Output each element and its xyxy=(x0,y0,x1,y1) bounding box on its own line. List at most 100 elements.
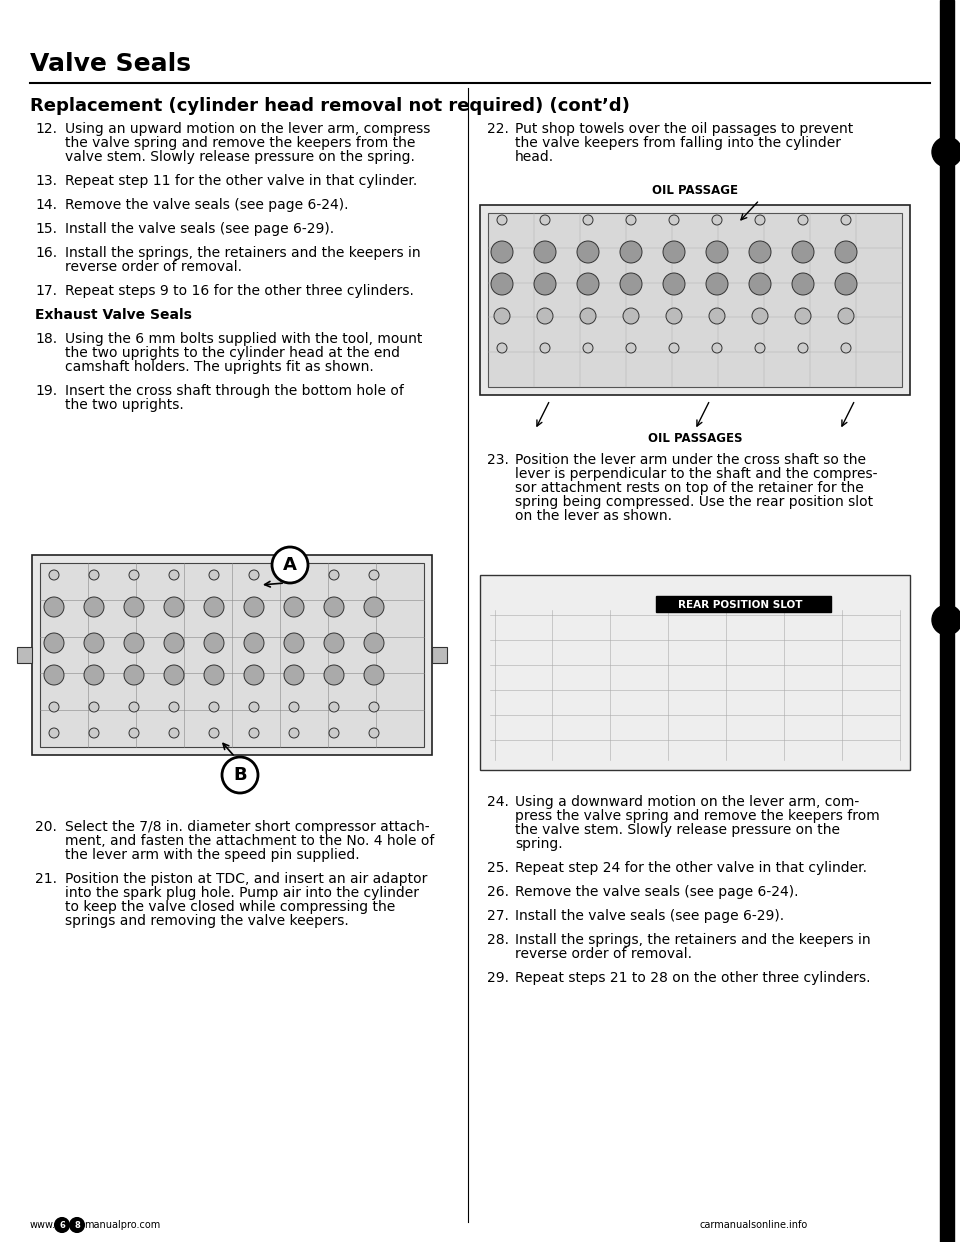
Circle shape xyxy=(932,137,960,166)
Text: camshaft holders. The uprights fit as shown.: camshaft holders. The uprights fit as sh… xyxy=(65,360,373,374)
Text: Remove the valve seals (see page 6-24).: Remove the valve seals (see page 6-24). xyxy=(515,886,799,899)
Circle shape xyxy=(49,702,59,712)
Text: Repeat steps 21 to 28 on the other three cylinders.: Repeat steps 21 to 28 on the other three… xyxy=(515,971,871,985)
Circle shape xyxy=(577,273,599,296)
Text: the two uprights to the cylinder head at the end: the two uprights to the cylinder head at… xyxy=(65,347,400,360)
Text: Using an upward motion on the lever arm, compress: Using an upward motion on the lever arm,… xyxy=(65,122,430,137)
Bar xyxy=(17,647,32,663)
Circle shape xyxy=(49,728,59,738)
Circle shape xyxy=(124,664,144,686)
Text: the valve keepers from falling into the cylinder: the valve keepers from falling into the … xyxy=(515,137,841,150)
Circle shape xyxy=(204,597,224,617)
Circle shape xyxy=(169,728,179,738)
Circle shape xyxy=(164,664,184,686)
Circle shape xyxy=(537,308,553,324)
Text: 8: 8 xyxy=(74,1221,80,1230)
Text: Replacement (cylinder head removal not required) (cont’d): Replacement (cylinder head removal not r… xyxy=(30,97,630,116)
Circle shape xyxy=(577,241,599,263)
Circle shape xyxy=(209,702,219,712)
Circle shape xyxy=(497,215,507,225)
Circle shape xyxy=(792,273,814,296)
Text: to keep the valve closed while compressing the: to keep the valve closed while compressi… xyxy=(65,900,396,914)
Text: 13.: 13. xyxy=(35,174,57,188)
Circle shape xyxy=(84,633,104,653)
Circle shape xyxy=(369,702,379,712)
Text: on the lever as shown.: on the lever as shown. xyxy=(515,509,672,523)
Text: ment, and fasten the attachment to the No. 4 hole of: ment, and fasten the attachment to the N… xyxy=(65,833,434,848)
Text: press the valve spring and remove the keepers from: press the valve spring and remove the ke… xyxy=(515,809,879,823)
Text: Repeat step 11 for the other valve in that cylinder.: Repeat step 11 for the other valve in th… xyxy=(65,174,418,188)
Circle shape xyxy=(583,215,593,225)
Circle shape xyxy=(666,308,682,324)
Bar xyxy=(480,575,910,770)
Circle shape xyxy=(89,570,99,580)
Circle shape xyxy=(129,570,139,580)
Circle shape xyxy=(164,633,184,653)
Text: OIL PASSAGES: OIL PASSAGES xyxy=(648,432,742,445)
Circle shape xyxy=(755,215,765,225)
Text: Install the springs, the retainers and the keepers in: Install the springs, the retainers and t… xyxy=(65,246,420,260)
Text: Position the piston at TDC, and insert an air adaptor: Position the piston at TDC, and insert a… xyxy=(65,872,427,886)
Circle shape xyxy=(124,597,144,617)
Circle shape xyxy=(324,597,344,617)
Text: sor attachment rests on top of the retainer for the: sor attachment rests on top of the retai… xyxy=(515,481,864,496)
Text: Remove the valve seals (see page 6-24).: Remove the valve seals (see page 6-24). xyxy=(65,197,348,212)
Circle shape xyxy=(798,215,808,225)
Text: spring.: spring. xyxy=(515,837,563,851)
Text: 28.: 28. xyxy=(487,933,509,946)
Circle shape xyxy=(289,702,299,712)
Circle shape xyxy=(623,308,639,324)
Circle shape xyxy=(669,215,679,225)
Circle shape xyxy=(284,597,304,617)
Text: Exhaust Valve Seals: Exhaust Valve Seals xyxy=(35,308,192,322)
Circle shape xyxy=(364,633,384,653)
Circle shape xyxy=(44,597,64,617)
Circle shape xyxy=(244,633,264,653)
Text: Insert the cross shaft through the bottom hole of: Insert the cross shaft through the botto… xyxy=(65,384,404,397)
Text: spring being compressed. Use the rear position slot: spring being compressed. Use the rear po… xyxy=(515,496,874,509)
Text: 26.: 26. xyxy=(487,886,509,899)
Text: the valve spring and remove the keepers from the: the valve spring and remove the keepers … xyxy=(65,137,416,150)
Text: reverse order of removal.: reverse order of removal. xyxy=(65,260,242,274)
Circle shape xyxy=(364,597,384,617)
Circle shape xyxy=(497,343,507,353)
Circle shape xyxy=(620,241,642,263)
Circle shape xyxy=(580,308,596,324)
Circle shape xyxy=(835,273,857,296)
Circle shape xyxy=(244,664,264,686)
Circle shape xyxy=(329,728,339,738)
Text: 6: 6 xyxy=(60,1221,65,1230)
Text: lever is perpendicular to the shaft and the compres-: lever is perpendicular to the shaft and … xyxy=(515,467,877,481)
Circle shape xyxy=(669,343,679,353)
Text: 20.: 20. xyxy=(35,820,57,833)
Circle shape xyxy=(129,702,139,712)
Bar xyxy=(40,563,424,746)
Bar xyxy=(32,555,432,755)
Circle shape xyxy=(222,758,258,792)
Bar xyxy=(480,205,910,395)
Text: Repeat steps 9 to 16 for the other three cylinders.: Repeat steps 9 to 16 for the other three… xyxy=(65,284,414,298)
Circle shape xyxy=(369,570,379,580)
Text: 16.: 16. xyxy=(35,246,58,260)
Bar xyxy=(656,596,830,612)
Circle shape xyxy=(364,664,384,686)
Circle shape xyxy=(626,343,636,353)
Circle shape xyxy=(169,570,179,580)
Circle shape xyxy=(798,343,808,353)
Circle shape xyxy=(712,343,722,353)
Circle shape xyxy=(663,241,685,263)
Circle shape xyxy=(204,633,224,653)
Text: carmanualsonline.info: carmanualsonline.info xyxy=(700,1220,808,1230)
Circle shape xyxy=(84,597,104,617)
Text: Put shop towels over the oil passages to prevent: Put shop towels over the oil passages to… xyxy=(515,122,853,137)
Circle shape xyxy=(164,597,184,617)
Text: head.: head. xyxy=(515,150,554,164)
Circle shape xyxy=(663,273,685,296)
Circle shape xyxy=(244,597,264,617)
Circle shape xyxy=(494,308,510,324)
Circle shape xyxy=(749,273,771,296)
Bar xyxy=(432,647,447,663)
Text: 12.: 12. xyxy=(35,122,57,137)
Circle shape xyxy=(932,605,960,635)
Text: B: B xyxy=(233,766,247,784)
